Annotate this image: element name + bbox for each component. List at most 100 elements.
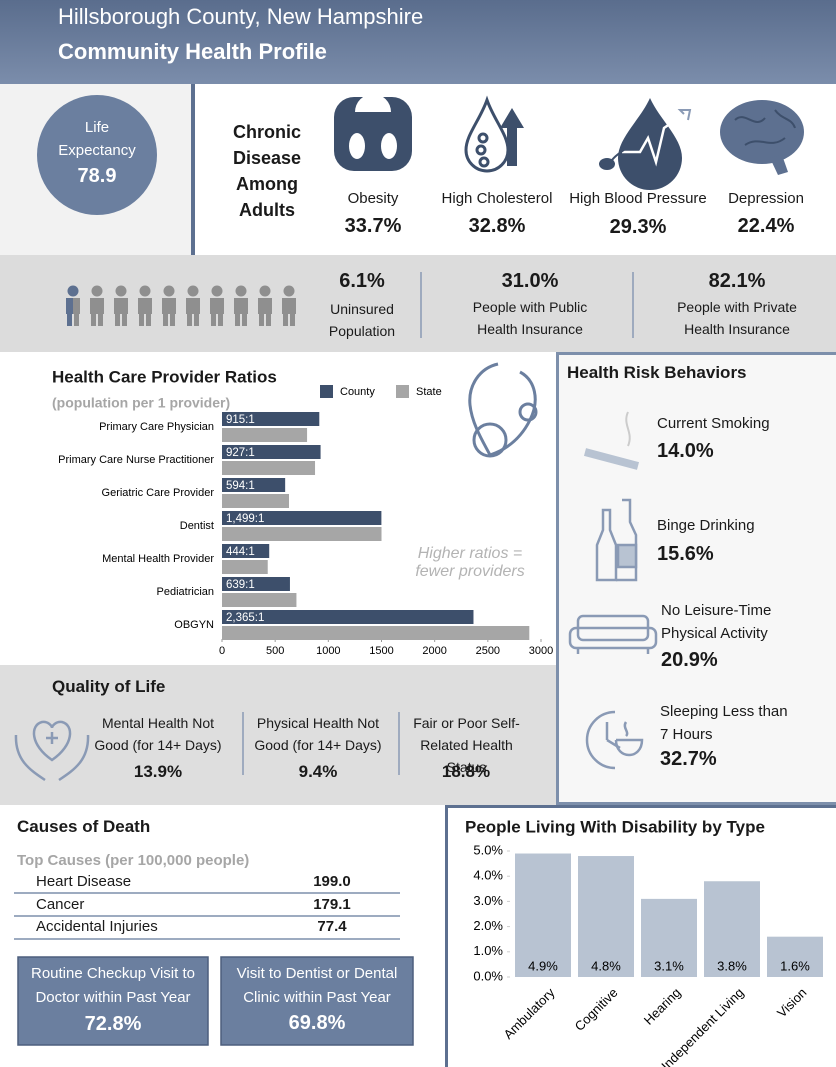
insurance-value: 6.1% <box>339 270 385 292</box>
y-tick-label: 5.0% <box>473 842 503 857</box>
y-tick-label: 4.0% <box>473 868 503 883</box>
y-tick-label: 1.0% <box>473 943 503 958</box>
bar <box>222 511 382 525</box>
x-tick-label: 3000 <box>529 645 553 657</box>
insurance-label: People with Private Health Insurance <box>677 299 797 337</box>
people-icons <box>66 285 296 326</box>
chart-title: People Living With Disability by Type <box>465 817 765 836</box>
scale-icon <box>334 94 412 171</box>
legend-label: State <box>416 386 442 398</box>
cause-rate: 199.0 <box>313 873 351 890</box>
y-tick-label: Mental Health Provider <box>102 553 214 565</box>
life-value: 78.9 <box>77 165 117 187</box>
value-label: 927:1 <box>226 447 255 459</box>
bar <box>222 544 270 558</box>
disability-chart: People Living With Disability by Type 0.… <box>465 817 823 1067</box>
quality-label: Physical Health Not Good (for 14+ Days) <box>254 715 382 753</box>
header-band <box>0 0 836 84</box>
cause-name: Cancer <box>36 896 85 913</box>
brain-icon <box>720 100 804 175</box>
provider-chart: Health Care Provider Ratios (population … <box>52 367 553 657</box>
smoking-icon <box>583 411 640 470</box>
value-label: 594:1 <box>226 480 255 492</box>
section-title: Health Risk Behaviors <box>567 363 747 382</box>
bar <box>222 560 268 574</box>
y-tick-label: Dentist <box>180 520 214 532</box>
border <box>556 802 836 805</box>
disease-value: 29.3% <box>609 216 667 238</box>
y-tick-label: OBGYN <box>174 619 214 631</box>
y-tick-label: 0.0% <box>473 968 503 983</box>
bar <box>767 936 823 977</box>
y-tick-label: 2.0% <box>473 918 503 933</box>
cholesterol-icon <box>464 95 524 173</box>
value-label: 639:1 <box>226 579 255 591</box>
x-tick-label: 0 <box>219 645 225 657</box>
y-tick-label: 3.0% <box>473 893 503 908</box>
value-label: 444:1 <box>226 546 255 558</box>
risk-label: Sleeping Less than 7 Hours <box>660 703 788 743</box>
value-label: 4.9% <box>528 958 558 973</box>
insurance-label: Uninsured Population <box>328 301 396 339</box>
risk-label: Current Smoking <box>657 415 770 432</box>
disease-value: 32.8% <box>468 215 526 237</box>
annotation: Higher ratios = fewer providers <box>415 545 525 580</box>
life-circle <box>37 95 157 215</box>
quality-value: 9.4% <box>298 762 338 781</box>
insurance-label: People with Public Health Insurance <box>472 299 588 337</box>
quality-panel <box>0 665 556 805</box>
quality-value: 13.9% <box>133 762 183 781</box>
value-label: 3.8% <box>717 958 747 973</box>
disease-label: Depression <box>728 190 804 207</box>
x-tick-label: Vision <box>774 985 809 1020</box>
bar <box>222 527 382 541</box>
legend-swatch <box>320 385 333 398</box>
x-tick-label: 2000 <box>422 645 446 657</box>
y-tick-label: Primary Care Physician <box>99 421 214 433</box>
quality-value: 18.8% <box>441 762 491 781</box>
cause-name: Heart Disease <box>36 873 132 890</box>
risk-panel <box>556 352 836 805</box>
border <box>445 805 448 1067</box>
couch-icon <box>568 614 658 654</box>
risk-value: 20.9% <box>661 649 718 671</box>
risk-value: 14.0% <box>657 440 714 462</box>
x-tick-label: Ambulatory <box>500 985 557 1042</box>
section-title: Chronic Disease Among Adults <box>232 122 302 220</box>
y-tick-label: Pediatrician <box>157 586 214 598</box>
border <box>556 352 836 355</box>
bar <box>222 461 316 475</box>
life-label: Life Expectancy <box>58 119 136 159</box>
bar <box>641 898 697 977</box>
x-tick-label: 2500 <box>476 645 500 657</box>
heart-hands-icon <box>14 720 90 782</box>
sleep-icon <box>585 710 644 770</box>
quality-label: Mental Health Not Good (for 14+ Days) <box>94 715 222 753</box>
disease-value: 33.7% <box>344 215 402 237</box>
section-title: Causes of Death <box>17 817 151 836</box>
bar <box>704 881 760 977</box>
bar <box>222 494 289 508</box>
bar <box>222 478 286 492</box>
cause-rate: 77.4 <box>317 918 347 935</box>
value-label: 4.8% <box>591 958 621 973</box>
risk-value: 15.6% <box>657 543 714 565</box>
cause-name: Accidental Injuries <box>36 918 158 935</box>
y-tick-label: Geriatric Care Provider <box>102 487 215 499</box>
x-tick-label: 1000 <box>316 645 340 657</box>
quality-label: Fair or Poor Self-Related Health Status <box>413 715 520 775</box>
bar <box>222 428 308 442</box>
risk-value: 32.7% <box>660 748 717 770</box>
y-tick-label: Primary Care Nurse Practitioner <box>58 454 214 466</box>
blood-pressure-icon <box>599 98 692 190</box>
risk-label: Binge Drinking <box>657 517 755 534</box>
section-title: Quality of Life <box>52 677 166 696</box>
border <box>445 805 836 808</box>
disease-value: 22.4% <box>737 215 795 237</box>
bar <box>222 577 290 591</box>
insurance-value: 31.0% <box>501 270 559 292</box>
chart-subtitle: (population per 1 provider) <box>52 395 230 411</box>
value-label: 1.6% <box>780 958 810 973</box>
checkup-value: 72.8% <box>84 1013 142 1035</box>
